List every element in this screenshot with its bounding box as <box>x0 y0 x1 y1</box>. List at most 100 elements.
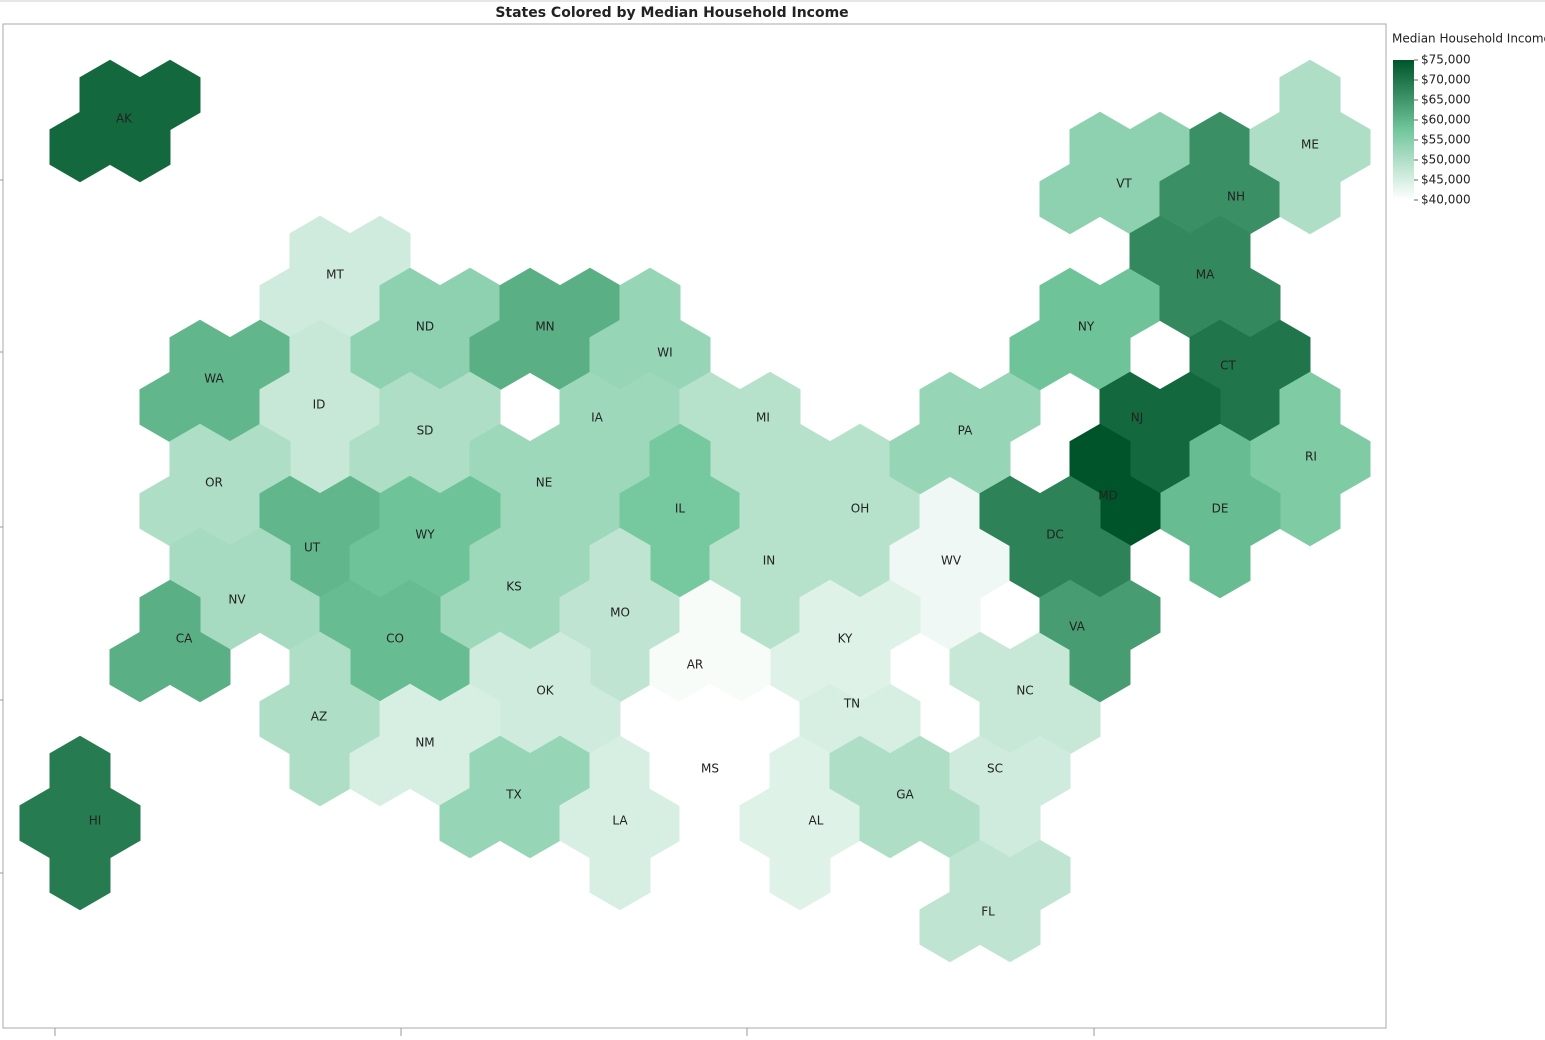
state-label: NE <box>536 476 553 490</box>
state <box>319 579 471 703</box>
chart-title: States Colored by Median Household Incom… <box>495 5 848 21</box>
state-label: TX <box>505 788 522 802</box>
state-label: MT <box>326 268 344 282</box>
state <box>619 423 741 599</box>
state-label: NJ <box>1131 411 1144 425</box>
state-label: NC <box>1016 684 1033 698</box>
state-label: FL <box>981 905 995 919</box>
color-bar <box>1393 60 1414 200</box>
state <box>1069 423 1161 547</box>
hex <box>109 111 171 183</box>
hex <box>1069 631 1131 703</box>
map: AK MT ND MN WI WA ID SD IA MI OR NE IL UT WY NV CA KS CO MO… <box>19 59 1371 963</box>
state <box>349 475 501 599</box>
state <box>109 579 231 703</box>
state <box>1039 579 1161 703</box>
state-label: MO <box>610 606 630 620</box>
state <box>559 735 681 911</box>
state-label: NH <box>1227 190 1245 204</box>
state-label: ID <box>313 398 326 412</box>
state-label: TN <box>843 697 860 711</box>
state-label: CT <box>1220 359 1236 373</box>
hex <box>169 631 231 703</box>
state-label: WV <box>941 554 962 568</box>
hex <box>979 891 1041 963</box>
state-label: KS <box>506 580 522 594</box>
state-label: MD <box>1098 489 1118 503</box>
state-label: RI <box>1305 450 1317 464</box>
legend-tick-label: $45,000 <box>1421 173 1471 187</box>
legend-tick-label: $55,000 <box>1421 133 1471 147</box>
state-label: SC <box>987 762 1003 776</box>
state <box>1189 319 1311 443</box>
state-label: AZ <box>311 710 327 724</box>
state-label: KY <box>838 632 853 646</box>
state <box>649 579 771 703</box>
state-label: MS <box>701 762 719 776</box>
state <box>19 735 141 911</box>
state-label: SD <box>417 424 434 438</box>
state-label: MA <box>1196 268 1215 282</box>
state-label: ND <box>416 320 434 334</box>
state-label: HI <box>89 814 102 828</box>
legend-tick-label: $75,000 <box>1421 53 1471 67</box>
state <box>1249 371 1371 547</box>
state <box>439 735 591 859</box>
state-label: NM <box>415 736 434 750</box>
hex <box>1279 163 1341 235</box>
state-label: GA <box>896 788 914 802</box>
state <box>469 267 621 391</box>
state <box>589 267 711 391</box>
state <box>679 371 831 495</box>
state <box>349 267 501 391</box>
state-label: WA <box>204 372 224 386</box>
state-label: IN <box>763 554 776 568</box>
hex <box>589 839 651 911</box>
state-label: MN <box>535 320 554 334</box>
state-label: WY <box>415 528 435 542</box>
state <box>559 371 681 495</box>
legend-tick-label: $40,000 <box>1421 193 1471 207</box>
state <box>889 475 1011 651</box>
state-label: CA <box>176 632 193 646</box>
state <box>439 527 591 651</box>
state <box>919 839 1071 963</box>
state <box>1099 371 1221 495</box>
state <box>889 371 1041 495</box>
state <box>469 423 621 547</box>
state <box>1009 267 1161 391</box>
state <box>139 319 291 443</box>
state-label: CO <box>386 632 404 646</box>
state-label: DE <box>1212 502 1229 516</box>
state-label: IL <box>675 502 686 516</box>
state-label: VT <box>1116 177 1132 191</box>
frame-ticks <box>0 179 1095 1036</box>
state <box>799 423 921 599</box>
state-label: OK <box>536 684 554 698</box>
state-label: NY <box>1078 320 1095 334</box>
state <box>259 215 411 339</box>
state <box>949 631 1101 755</box>
state <box>769 579 921 703</box>
state-label: IA <box>591 411 604 425</box>
state-label: VA <box>1069 620 1085 634</box>
state-label: AR <box>687 658 704 672</box>
state <box>259 475 381 599</box>
state <box>49 59 201 183</box>
state-label: AL <box>809 814 824 828</box>
legend-tick-label: $65,000 <box>1421 93 1471 107</box>
state-label: AK <box>116 112 133 126</box>
state-label: OH <box>851 502 869 516</box>
state <box>349 371 501 495</box>
legend-tick-label: $70,000 <box>1421 73 1471 87</box>
state <box>349 683 501 807</box>
state-label: ME <box>1301 138 1319 152</box>
state <box>1159 423 1281 599</box>
state <box>1129 215 1281 339</box>
legend-tick-label: $60,000 <box>1421 113 1471 127</box>
legend-tick-label: $50,000 <box>1421 153 1471 167</box>
legend: Median Household Income $75,000 $70,000 $6… <box>1392 32 1545 207</box>
hex <box>49 839 111 911</box>
state-label: DC <box>1046 528 1064 542</box>
